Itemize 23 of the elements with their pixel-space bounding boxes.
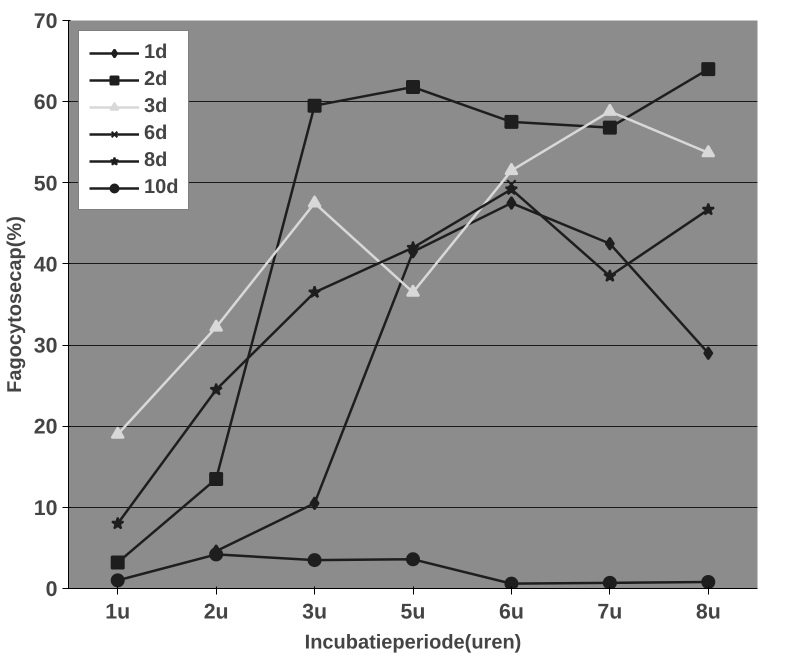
y-tick-label: 30	[34, 334, 58, 358]
legend-label: 10d	[144, 176, 178, 199]
legend-label: 8d	[144, 149, 168, 172]
legend-label: 3d	[144, 95, 168, 118]
y-tick-label: 20	[34, 414, 58, 439]
legend-label: 2d	[144, 68, 168, 91]
y-tick-label: 70	[34, 9, 58, 33]
x-tick-label: 6u	[498, 600, 524, 624]
x-axis-title: Incubatieperiode(uren)	[304, 632, 522, 654]
y-tick-label: 40	[34, 252, 58, 276]
x-tick-label: 3u	[302, 600, 328, 624]
y-tick-label: 10	[34, 496, 58, 520]
legend-label: 6d	[144, 122, 168, 145]
y-tick-label: 0	[46, 577, 58, 601]
y-axis-title: Fagocytosecap(%)	[4, 216, 26, 393]
x-tick-label: 1u	[105, 600, 130, 624]
x-tick-label: 5u	[400, 600, 426, 624]
y-tick-label: 50	[34, 171, 58, 196]
x-tick-label: 2u	[204, 600, 229, 624]
y-tick-label: 60	[34, 90, 58, 114]
x-tick-label: 7u	[597, 600, 622, 624]
legend-label: 1d	[144, 41, 168, 64]
x-tick-label: 8u	[696, 600, 721, 624]
